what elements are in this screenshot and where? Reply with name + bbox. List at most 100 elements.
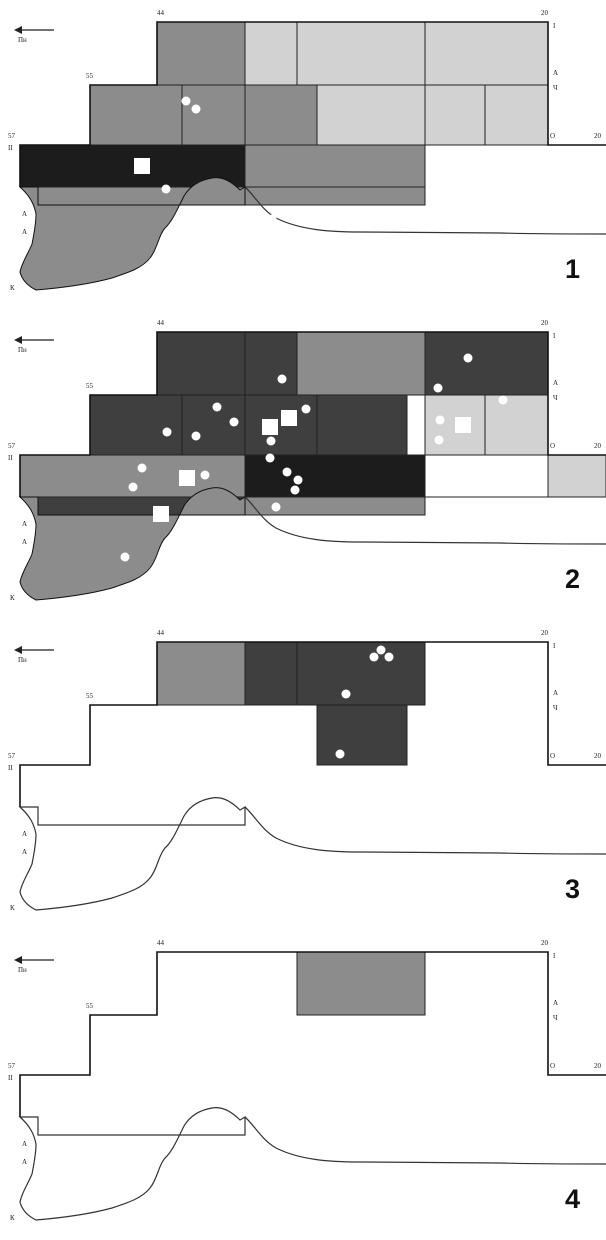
find-dot <box>434 435 444 445</box>
find-dot <box>181 96 191 106</box>
find-dot <box>282 467 292 477</box>
label-ch-right: Ч <box>553 394 558 402</box>
label-a-left-2: А <box>22 228 27 236</box>
label-20-right: 20 <box>594 1062 602 1070</box>
find-dot <box>384 652 394 662</box>
find-dot <box>191 104 201 114</box>
find-dot <box>265 453 275 463</box>
shoreline <box>244 806 606 855</box>
find-square <box>179 470 195 486</box>
find-dot <box>120 552 130 562</box>
label-o: О <box>550 752 555 760</box>
arrow-head-icon <box>14 336 22 344</box>
arrow-head-icon <box>14 956 22 964</box>
label-a-left-1: А <box>22 520 27 528</box>
find-dot <box>369 652 379 662</box>
label-o: О <box>550 1062 555 1070</box>
area-outline <box>19 331 606 497</box>
grid-cell-r2f <box>484 394 549 456</box>
panel-number: 3 <box>565 874 580 904</box>
area-outline <box>19 21 606 187</box>
grid-cell-r3d <box>547 454 606 498</box>
shoreline <box>244 1116 606 1165</box>
label-a-right: А <box>553 689 558 697</box>
grid-cell-r1c <box>296 21 426 86</box>
label-a-right: А <box>553 999 558 1007</box>
label-a-left-2: А <box>22 848 27 856</box>
grid-cell-r1c <box>296 951 426 1016</box>
label-20-right: 20 <box>594 442 602 450</box>
find-dot <box>293 475 303 485</box>
label-57: 57 <box>8 132 16 140</box>
grid-cell-r2c <box>316 704 408 766</box>
find-dot <box>161 184 171 194</box>
arrow-head-icon <box>14 26 22 34</box>
find-dot <box>335 749 345 759</box>
label-57: 57 <box>8 1062 16 1070</box>
find-square <box>153 506 169 522</box>
label-57: 57 <box>8 442 16 450</box>
label-k: К <box>10 904 15 912</box>
find-dot <box>266 436 276 446</box>
find-dot <box>267 214 277 224</box>
grid-cell-r1d <box>424 331 549 396</box>
label-20-top: 20 <box>541 9 549 17</box>
find-dot <box>137 463 147 473</box>
label-55: 55 <box>86 72 94 80</box>
label-a-left-2: А <box>22 1158 27 1166</box>
find-dot <box>229 417 239 427</box>
coastal-cell <box>18 177 246 291</box>
label-a-right: А <box>553 379 558 387</box>
label-44: 44 <box>157 319 165 327</box>
label-o: О <box>550 132 555 140</box>
map-panel-1: Пн 57 55 44 20 20 II К I О А Ч А А 1 <box>0 0 606 310</box>
label-a-left-2: А <box>22 538 27 546</box>
grid-cell-r1b <box>244 21 298 86</box>
label-ii: II <box>8 454 13 462</box>
label-k: К <box>10 284 15 292</box>
label-44: 44 <box>157 9 165 17</box>
panel-number: 1 <box>565 254 580 284</box>
find-square <box>281 410 297 426</box>
grid-cell-r4b <box>244 186 426 206</box>
find-square <box>262 419 278 435</box>
find-dot <box>341 689 351 699</box>
find-dot <box>212 402 222 412</box>
label-i: I <box>553 952 556 960</box>
grid-cell-r2b <box>181 84 246 146</box>
grid-cell-r1c <box>296 641 426 706</box>
grid-cell-r1b <box>244 331 298 396</box>
map-panel-4: Пн 57 55 44 20 20 II К I О А Ч А А 4 <box>0 930 606 1240</box>
coastal-cell <box>18 487 246 601</box>
find-dot <box>301 404 311 414</box>
label-i: I <box>553 642 556 650</box>
coastal-outline <box>18 1107 246 1221</box>
grid-cell-r3c <box>424 454 549 498</box>
grid-cell-r2a <box>89 84 183 146</box>
grid-cell-r1b <box>244 641 298 706</box>
label-55: 55 <box>86 1002 94 1010</box>
label-k: К <box>10 1214 15 1222</box>
north-arrow-label: Пн <box>18 656 27 664</box>
grid-cell-r2a <box>89 394 183 456</box>
label-ch-right: Ч <box>553 1014 558 1022</box>
find-dot <box>200 470 210 480</box>
label-a-left-1: А <box>22 210 27 218</box>
find-dot <box>356 524 366 534</box>
find-dot <box>162 427 172 437</box>
grid-cell-r1c <box>296 331 426 396</box>
find-dot <box>290 485 300 495</box>
north-arrow-label: Пн <box>18 36 27 44</box>
find-dot <box>128 482 138 492</box>
find-dot <box>433 383 443 393</box>
label-20-right: 20 <box>594 752 602 760</box>
shoreline <box>244 496 606 545</box>
area-outline <box>19 951 606 1117</box>
label-ch-right: Ч <box>553 84 558 92</box>
label-ii: II <box>8 764 13 772</box>
label-20-top: 20 <box>541 629 549 637</box>
grid-cell-r1a <box>156 21 246 86</box>
